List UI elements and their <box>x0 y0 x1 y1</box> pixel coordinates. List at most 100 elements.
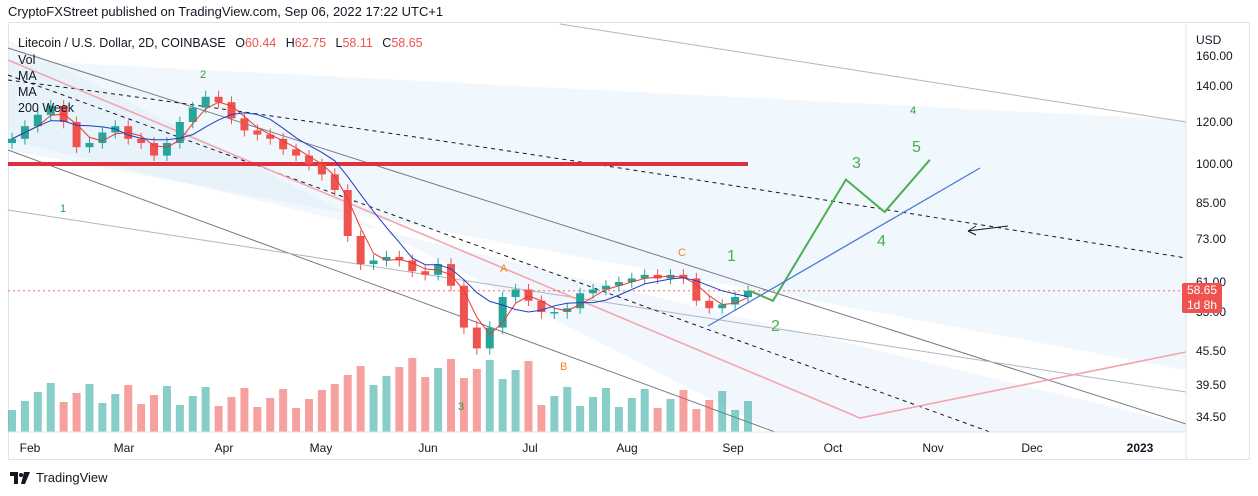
pink-trend-line <box>7 59 1187 419</box>
volume-bar <box>498 379 507 432</box>
indicator-ma[interactable]: MA <box>18 69 37 83</box>
indicator-ma[interactable]: MA <box>18 85 37 99</box>
outer-upper-line <box>559 23 1187 123</box>
candle-body <box>162 143 171 156</box>
candle-body <box>266 134 275 139</box>
volume-bar <box>718 391 727 432</box>
volume-bar <box>188 396 197 432</box>
footer-brand: TradingView <box>36 470 108 485</box>
volume-bar <box>524 361 533 432</box>
volume-bar <box>395 367 404 432</box>
volume-bar <box>304 399 313 432</box>
candle-body <box>8 138 16 143</box>
volume-bar <box>266 398 275 432</box>
candle-body <box>98 132 107 143</box>
candle-body <box>563 308 572 312</box>
wave-label: 2 <box>200 69 206 81</box>
volume-bar <box>20 401 29 432</box>
candle-body <box>33 114 42 127</box>
candle-body <box>240 118 249 131</box>
volume-bar <box>485 360 494 432</box>
candle-body <box>85 143 94 148</box>
volume-bar <box>46 383 55 432</box>
indicator-list: Vol MA MA 200 Week <box>18 52 74 116</box>
candle-body <box>343 190 352 236</box>
symbol-name: Litecoin / U.S. Dollar, 2D, COINBASE <box>18 36 226 50</box>
wave-label: B <box>560 361 567 373</box>
candle-body <box>718 304 727 309</box>
volume-bar <box>744 401 752 432</box>
volume-bar <box>279 389 288 432</box>
wave-label: A <box>500 263 508 275</box>
candle-body <box>150 143 159 156</box>
candle-body <box>330 174 339 190</box>
y-tick-label: 160.00 <box>1196 49 1233 63</box>
ma-fast-line <box>11 101 749 336</box>
x-tick-label: Apr <box>215 441 234 455</box>
candle-body <box>408 260 417 272</box>
volume-bar <box>459 378 468 432</box>
candle-body <box>214 96 223 103</box>
volume-bar <box>614 407 623 432</box>
open-value: 60.44 <box>244 36 277 50</box>
volume-bar <box>679 390 688 432</box>
wave-label: 5 <box>912 139 921 156</box>
wave-label: C <box>678 247 686 259</box>
volume-bar <box>175 405 184 432</box>
volume-bar <box>601 388 610 432</box>
candle-body <box>614 282 623 286</box>
volume-bar <box>666 399 675 432</box>
volume-bar <box>317 390 326 432</box>
volume-bar <box>408 358 417 432</box>
volume-bar <box>124 385 133 432</box>
close-value: 58.65 <box>391 36 423 50</box>
candle-body <box>382 256 391 261</box>
candle-body <box>589 289 598 294</box>
candle-body <box>279 138 288 150</box>
volume-bar <box>72 393 81 432</box>
volume-bar <box>356 366 365 432</box>
volume-bar <box>447 359 456 432</box>
volume-bar <box>111 394 120 432</box>
candle-body <box>188 107 197 122</box>
candle-body <box>679 274 688 279</box>
low-value: 58.11 <box>342 36 373 50</box>
volume-bar <box>162 386 171 432</box>
candle-body <box>292 149 301 156</box>
x-tick-label: Aug <box>616 441 637 455</box>
candle-body <box>227 102 236 119</box>
x-tick-label: Jul <box>522 441 537 455</box>
x-tick-label: May <box>310 441 333 455</box>
candle-body <box>304 155 313 164</box>
volume-bar <box>550 396 559 432</box>
volume-bar <box>653 408 662 432</box>
high-label: H <box>285 36 295 50</box>
y-tick-label: 73.00 <box>1196 232 1226 246</box>
candle-body <box>537 300 546 312</box>
y-tick-label: 45.50 <box>1196 344 1226 358</box>
candle-body <box>666 274 675 279</box>
channel-lower-line <box>7 149 776 433</box>
low-label: L <box>335 36 343 50</box>
x-tick-label: Feb <box>20 441 41 455</box>
y-tick-label: 39.50 <box>1196 378 1226 392</box>
wave-label: 2 <box>771 318 780 335</box>
tradingview-logo-icon <box>10 471 30 484</box>
price-tag-value: 58.65 <box>1186 283 1218 297</box>
volume-bar <box>511 370 520 432</box>
y-tick-label: 85.00 <box>1196 196 1226 210</box>
volume-bar <box>150 395 159 432</box>
indicator-200-week[interactable]: 200 Week <box>18 101 75 115</box>
x-tick-label: Dec <box>1021 441 1042 455</box>
volume-bar <box>369 385 378 432</box>
volume-bar <box>563 387 572 432</box>
candle-body <box>511 289 520 297</box>
volume-bar <box>214 406 223 432</box>
indicator-vol[interactable]: Vol <box>18 53 36 67</box>
chart-area[interactable] <box>8 22 1250 460</box>
candle-body <box>744 290 752 297</box>
x-tick-label: Jun <box>418 441 437 455</box>
outer-lower-line <box>7 209 1187 393</box>
candle-body <box>72 122 81 148</box>
